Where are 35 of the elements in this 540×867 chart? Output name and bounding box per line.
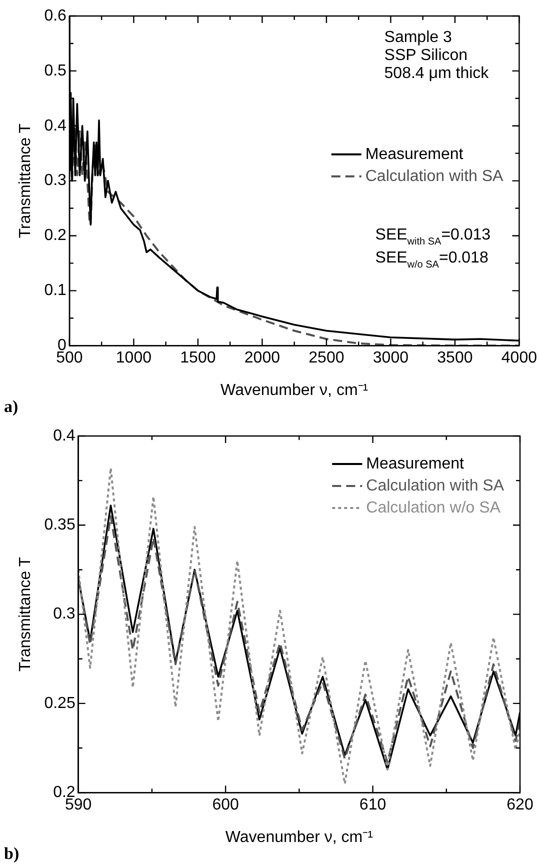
x-tick-label: 620 bbox=[506, 796, 534, 814]
x-tick-label: 610 bbox=[359, 796, 386, 814]
x-tick-label: 4000 bbox=[501, 350, 538, 367]
y-tick-label: 0.2 bbox=[44, 227, 67, 244]
x-axis-title: Wavenumber ν, cm⁻¹ bbox=[225, 828, 373, 846]
y-tick-label: 0.5 bbox=[44, 62, 67, 80]
legend-label: Calculation with SA bbox=[365, 168, 504, 185]
annotation: SSP Silicon bbox=[384, 46, 468, 64]
y-axis-title: Transmittance T bbox=[17, 556, 34, 672]
x-tick-label: 600 bbox=[212, 796, 240, 814]
x-tick-label: 1500 bbox=[180, 350, 216, 367]
y-tick-label: 0.3 bbox=[44, 172, 67, 190]
x-tick-label: 2000 bbox=[244, 350, 280, 367]
legend-label: Calculation w/o SA bbox=[366, 499, 501, 516]
legend-label: Calculation with SA bbox=[366, 477, 504, 494]
y-tick-label: 0.6 bbox=[44, 7, 67, 24]
annotation: 508.4 μm thick bbox=[384, 65, 490, 82]
y-tick-label: 0.35 bbox=[44, 516, 76, 534]
y-tick-label: 0.3 bbox=[53, 606, 76, 623]
y-tick-label: 0.4 bbox=[44, 117, 67, 134]
x-axis-title: Wavenumber ν, cm⁻¹ bbox=[220, 382, 368, 399]
x-tick-label: 1000 bbox=[116, 350, 152, 367]
x-tick-label: 3500 bbox=[437, 350, 473, 367]
line-series bbox=[78, 467, 520, 785]
y-tick-label: 0.25 bbox=[44, 694, 76, 712]
legend-label: Measurement bbox=[366, 455, 465, 472]
y-axis-title: Transmittance T bbox=[17, 123, 34, 238]
y-tick-label: 0.4 bbox=[53, 427, 76, 444]
y-tick-label: 0.1 bbox=[44, 282, 67, 300]
annotation: Sample 3 bbox=[384, 28, 452, 46]
text: a) bbox=[4, 397, 18, 416]
text: b) bbox=[4, 844, 20, 863]
legend-label: Measurement bbox=[365, 146, 464, 163]
x-tick-label: 2500 bbox=[308, 350, 344, 367]
x-tick-label: 3000 bbox=[372, 350, 409, 367]
